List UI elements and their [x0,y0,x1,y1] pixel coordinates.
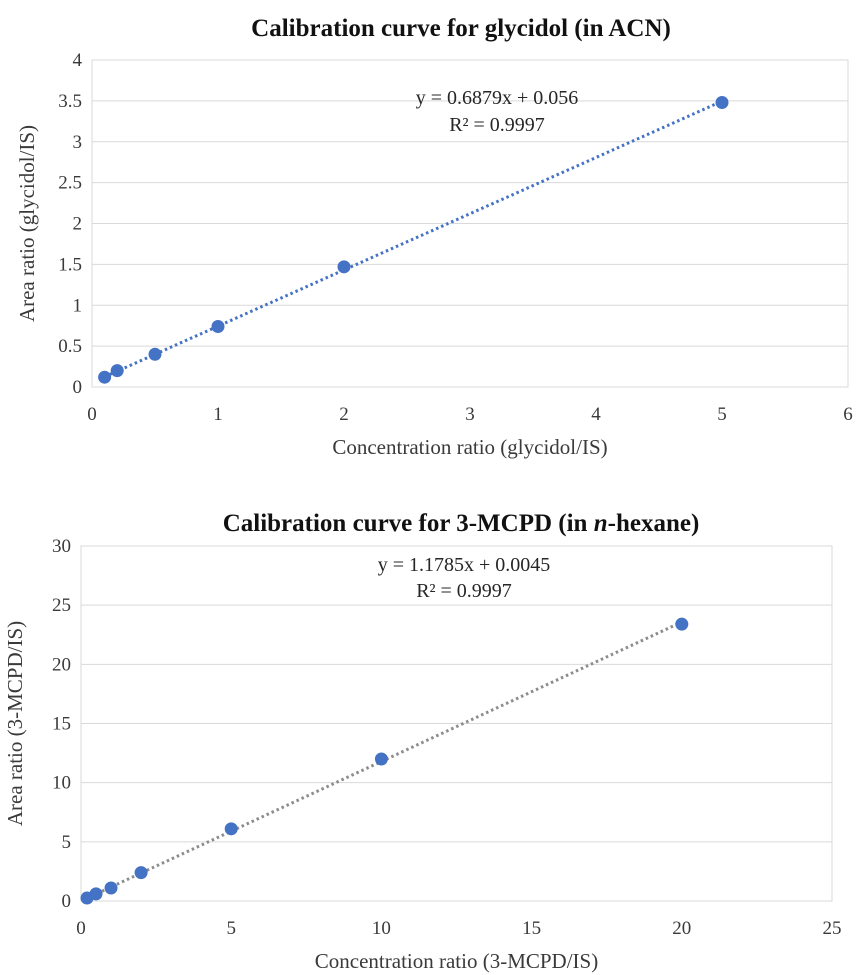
y-tick-label: 25 [52,595,71,616]
r-squared-label: R² = 0.9997 [416,580,512,602]
x-tick-label: 20 [672,918,691,939]
x-tick-label: 5 [226,918,236,939]
plot-area [80,545,833,902]
chart-title-part: Calibration curve for glycidol (in ACN) [251,15,671,42]
y-tick-label: 0 [73,377,83,398]
x-tick-label: 2 [339,404,349,425]
plot-area [91,59,849,388]
chart-title-part: -hexane) [608,510,700,537]
y-tick-label: 3 [73,132,83,153]
data-point [89,887,103,901]
data-point [148,347,162,361]
y-tick-label: 3.5 [58,91,82,112]
y-tick-label: 20 [52,654,71,675]
x-tick-label: 3 [465,404,475,425]
chart-title: Calibration curve for glycidol (in ACN) [251,15,671,42]
y-tick-label: 1.5 [58,254,82,275]
y-tick-label: 0 [62,891,72,912]
x-tick-label: 0 [76,918,86,939]
chart-2: Calibration curve for 3-MCPD (in n-hexan… [3,510,842,973]
y-tick-label: 1 [73,295,83,316]
y-tick-label: 10 [52,773,71,794]
trendline-equation: y = 0.6879x + 0.056 [416,87,579,109]
data-point [98,370,112,384]
x-tick-label: 1 [213,404,223,425]
x-tick-label: 6 [843,404,853,425]
x-tick-label: 15 [522,918,541,939]
data-point [337,260,351,274]
y-tick-label: 30 [52,536,71,557]
r-squared-label: R² = 0.9997 [449,114,545,136]
data-point [715,96,729,110]
x-axis-label: Concentration ratio (glycidol/IS) [332,435,607,459]
y-tick-label: 0.5 [58,336,82,357]
data-point [675,617,689,631]
chart-title-part: n [594,510,608,537]
x-tick-label: 4 [591,404,601,425]
chart-title-part: Calibration curve for 3-MCPD (in [223,510,594,537]
x-tick-label: 10 [372,918,391,939]
trendline [103,99,723,379]
x-tick-label: 5 [717,404,727,425]
trendline [86,620,683,900]
y-tick-label: 2 [73,214,83,235]
data-point [134,866,148,880]
x-axis-label: Concentration ratio (3-MCPD/IS) [315,949,598,973]
data-point [110,364,124,378]
x-tick-label: 25 [823,918,842,939]
y-axis-label: Area ratio (3-MCPD/IS) [3,621,27,826]
y-tick-label: 15 [52,714,71,735]
y-tick-label: 2.5 [58,173,82,194]
y-tick-label: 5 [62,832,72,853]
data-point [211,320,225,334]
data-point [374,752,388,766]
trendline-equation: y = 1.1785x + 0.0045 [378,554,551,576]
chart-1: Calibration curve for glycidol (in ACN) 0… [15,15,853,459]
chart-title: Calibration curve for 3-MCPD (in n-hexan… [223,510,700,537]
data-point [104,881,118,895]
x-tick-label: 0 [87,404,97,425]
y-axis-label: Area ratio (glycidol/IS) [15,125,39,322]
y-tick-label: 4 [73,50,83,71]
data-point [224,822,238,836]
